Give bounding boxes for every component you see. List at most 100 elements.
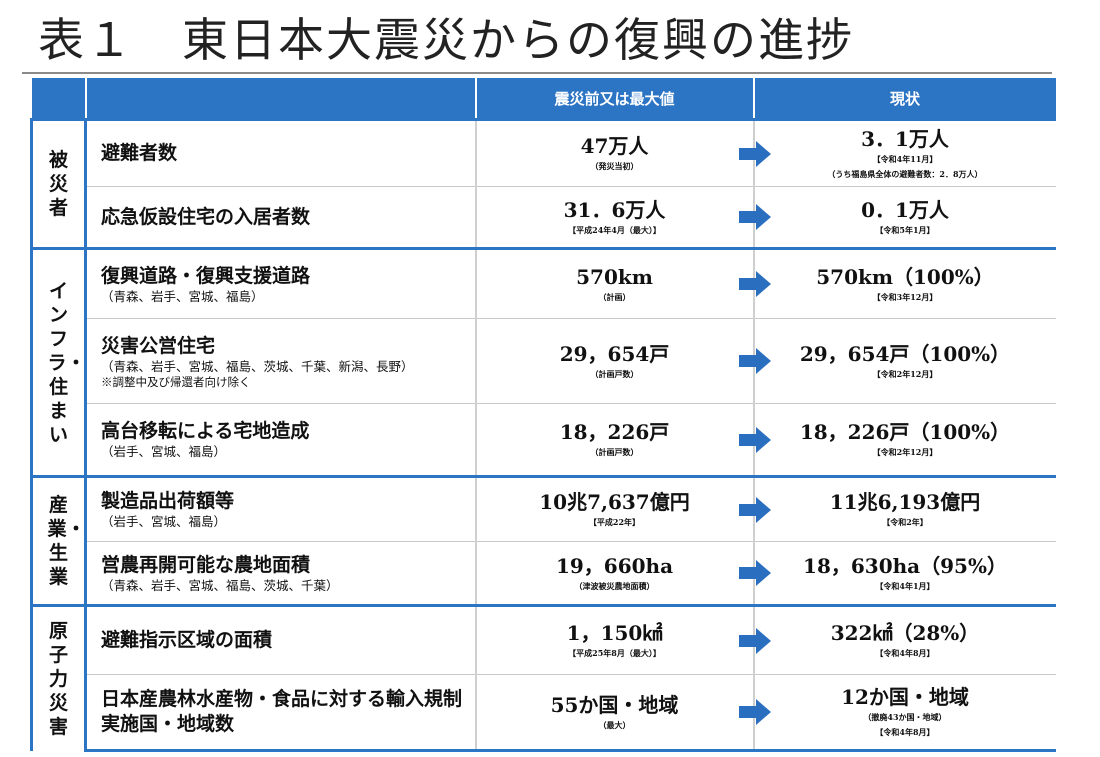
item-regions: （岩手、宮城、福島） [101, 444, 227, 459]
before-cell: 31．6万人【平成24年4月（最大）】 [475, 186, 771, 249]
table-row: 日本産農林水産物・食品に対する輸入規制実施国・地域数 55か国・地域 （最大） 12か… [32, 674, 1056, 752]
header-before: 震災前又は最大値 [474, 78, 754, 120]
before-value: 47万人 [580, 134, 649, 158]
current-cell: 18，630ha（95%） 【令和4年1月】 [753, 541, 1056, 606]
header-item [84, 78, 476, 120]
category-cell: 被災者 [30, 118, 87, 249]
item-name: 営農再開可能な農地面積 [101, 553, 311, 576]
current-note: 【令和4年1月】 [875, 580, 935, 591]
item-cell: 高台移転による宅地造成 （岩手、宮城、福島） [85, 403, 477, 477]
item-name: 製造品出荷額等 [101, 490, 235, 512]
table-row: インフラ・住まい 復興道路・復興支援道路 （青森、岩手、宮城、福島） 570km （計画… [30, 247, 1056, 477]
progress-table: 震災前又は最大値 現状 被災者 避難者数 47万人 （発災当初） 3．1万人【令和4年1… [30, 78, 1056, 752]
item-cell: 営農再開可能な農地面積 （青森、岩手、宮城、福島、茨城、千葉） [85, 541, 477, 606]
category-cell: 原子力災害 [30, 604, 87, 751]
item-regions: （青森、岩手、宮城、福島、茨城、千葉） [101, 577, 339, 593]
item-cell: 避難者数 [85, 118, 477, 187]
before-cell: 19，660ha （津波被災農地面積） [475, 541, 771, 606]
item-cell: 日本産農林水産物・食品に対する輸入規制実施国・地域数 [85, 674, 477, 752]
current-cell: 29，654戸（100%） 【令和2年12月】 [753, 318, 1056, 404]
item-regions: （岩手、宮城、福島） [101, 514, 227, 529]
right-arrow-icon [738, 560, 771, 586]
table-row: 被災者 避難者数 47万人 （発災当初） 3．1万人【令和4年11月】 （うち福島県全体の… [30, 118, 1056, 249]
before-note: （計画戸数） [590, 447, 639, 457]
item-regions: （青森、岩手、宮城、福島、茨城、千葉、新潟、長野） [101, 358, 414, 374]
page-title: 表１ 東日本大震災からの復興の進捗 [38, 13, 854, 67]
current-cell: 322㎢（28%） 【令和4年8月】 [753, 604, 1056, 675]
current-note: 【令和5年1月】 [875, 224, 935, 235]
before-value: 19，660ha [555, 553, 674, 578]
before-cell: 10兆7,637億円【平成22年】 [475, 475, 771, 542]
before-value: 1，150㎢ [566, 621, 663, 645]
item-name: 災害公営住宅 [101, 334, 216, 357]
current-value: 322㎢（28%） [830, 621, 980, 645]
current-value: 0．1万人 [861, 197, 949, 222]
right-arrow-icon [738, 271, 771, 297]
current-note: 【令和3年12月】 [872, 291, 938, 302]
before-note: （津波被災農地面積） [574, 580, 655, 591]
before-note: （最大） [598, 719, 631, 730]
current-value: 11兆6,193億円 [829, 490, 981, 514]
current-value: 18，226戸（100%） [799, 420, 1011, 444]
item-cell: 避難指示区域の面積 [85, 604, 477, 675]
before-value: 31．6万人 [563, 197, 666, 222]
right-arrow-icon [738, 348, 771, 374]
item-cell: 製造品出荷額等 （岩手、宮城、福島） [85, 475, 477, 542]
before-cell: 570km （計画） [475, 247, 771, 319]
category-label: インフラ・住まい [47, 279, 86, 446]
before-note: 【平成25年8月（最大）】 [568, 648, 661, 658]
before-note: （発災当初） [590, 161, 639, 171]
before-value: 10兆7,637億円 [539, 490, 690, 514]
right-arrow-icon [738, 204, 771, 230]
before-value: 18，226戸 [559, 420, 670, 444]
right-arrow-icon [738, 496, 771, 523]
current-value: 3．1万人 [861, 126, 949, 151]
current-note: 【令和2年12月】 [872, 447, 938, 457]
current-cell: 0．1万人【令和5年1月】 [753, 186, 1056, 249]
right-arrow-icon [738, 699, 771, 725]
current-cell: 12か国・地域 （撤廃43か国・地域） 【令和4年8月】 [753, 674, 1056, 752]
before-cell: 47万人 （発災当初） [475, 118, 771, 187]
item-name: 応急仮設住宅の入居者数 [101, 205, 311, 228]
header-category [31, 78, 86, 120]
item-regions: （青森、岩手、宮城、福島） [101, 288, 264, 304]
item-name: 高台移転による宅地造成 [101, 420, 310, 442]
current-value: 570km（100%） [816, 264, 994, 289]
before-cell: 29，654戸 （計画戸数） [475, 318, 771, 404]
category-cell: 産業・生業 [30, 475, 87, 606]
before-cell: 18，226戸 （計画戸数） [475, 403, 771, 477]
category-cell: インフラ・住まい [30, 247, 87, 477]
item-name: 復興道路・復興支援道路 [101, 264, 311, 287]
current-cell: 570km（100%） 【令和3年12月】 [753, 247, 1056, 319]
item-cell: 災害公営住宅 （青森、岩手、宮城、福島、茨城、千葉、新潟、長野） ※調整中及び帰還者… [85, 318, 477, 404]
table-row: 災害公営住宅 （青森、岩手、宮城、福島、茨城、千葉、新潟、長野） ※調整中及び帰還者… [32, 318, 1056, 404]
item-name: 避難者数 [101, 142, 178, 164]
current-note: （撤廃43か国・地域） [863, 712, 947, 722]
current-cell: 3．1万人【令和4年11月】 （うち福島県全体の避難者数：2．8万人） [753, 118, 1056, 187]
current-note: 【令和4年8月】 [875, 648, 935, 658]
before-note: 【平成22年】 [588, 517, 641, 527]
current-note: 【令和4年11月】 [872, 153, 938, 164]
current-value: 12か国・地域 [841, 685, 969, 709]
category-label: 産業・生業 [47, 494, 86, 588]
before-note: （計画戸数） [590, 368, 639, 379]
table-row: 営農再開可能な農地面積 （青森、岩手、宮城、福島、茨城、千葉） 19，660ha （津… [32, 541, 1056, 606]
item-name: 避難指示区域の面積 [101, 629, 273, 651]
right-arrow-icon [738, 140, 771, 167]
right-arrow-icon [738, 426, 771, 453]
title-divider [22, 72, 1052, 74]
current-note-secondary: （うち福島県全体の避難者数：2．8万人） [827, 168, 983, 179]
current-cell: 11兆6,193億円【令和2年】 [753, 475, 1056, 542]
table-row: 高台移転による宅地造成 （岩手、宮城、福島） 18，226戸 （計画戸数） 18，226… [32, 403, 1056, 477]
header-current: 現状 [752, 78, 1056, 120]
before-note: 【平成24年4月（最大）】 [568, 224, 661, 235]
item-name: 日本産農林水産物・食品に対する輸入規制実施国・地域数 [101, 688, 463, 735]
current-note: 【令和2年12月】 [872, 368, 938, 379]
before-value: 55か国・地域 [550, 692, 679, 717]
before-cell: 55か国・地域 （最大） [475, 674, 771, 752]
category-label: 原子力災害 [48, 619, 68, 738]
current-note: 【令和2年】 [882, 517, 928, 527]
right-arrow-icon [738, 627, 771, 654]
before-cell: 1，150㎢【平成25年8月（最大）】 [475, 604, 771, 675]
current-value: 29，654戸（100%） [799, 341, 1011, 366]
